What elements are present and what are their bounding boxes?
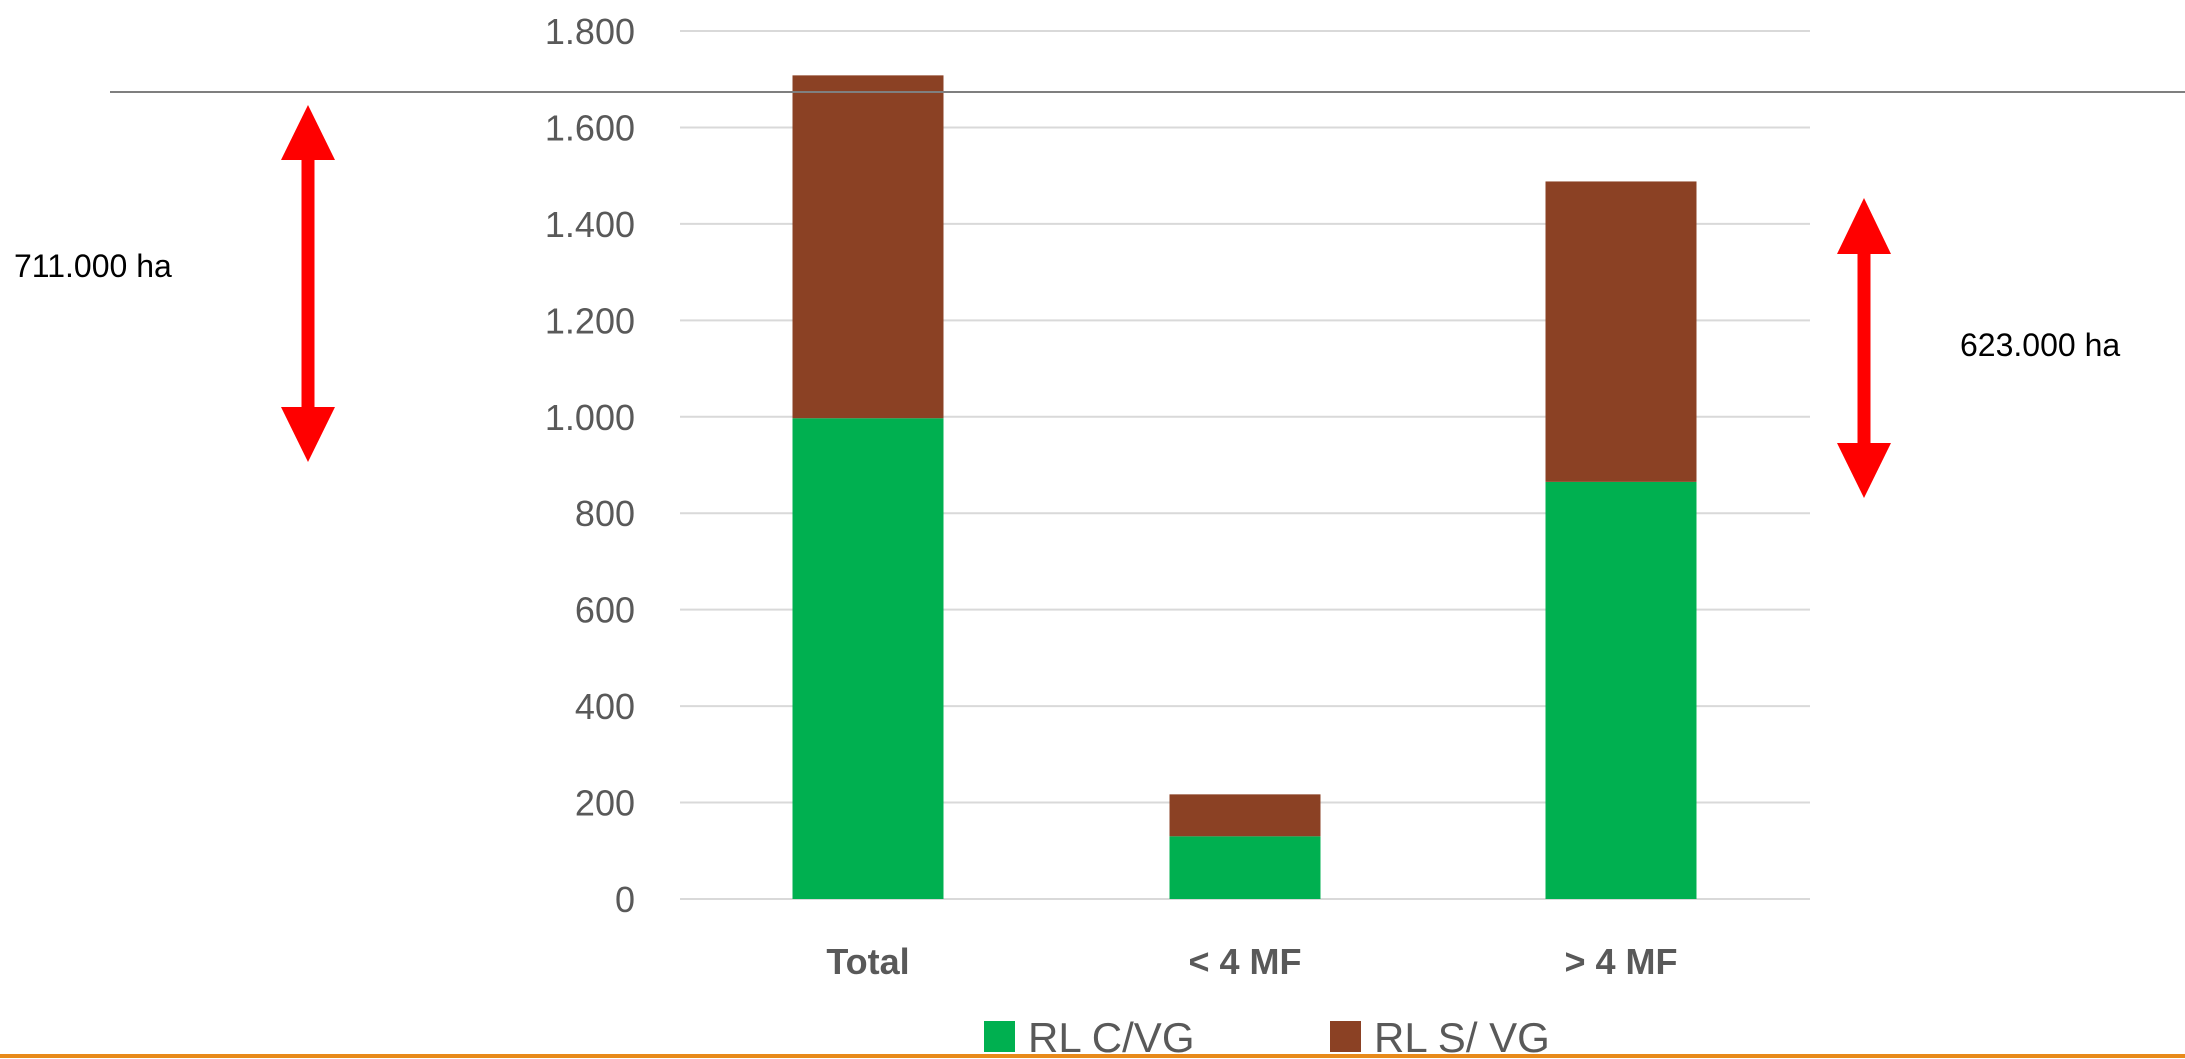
x-category-label: < 4 MF — [1188, 941, 1301, 982]
annotation-right: 623.000 ha — [1837, 198, 2120, 498]
legend-label-rl-svg: RL S/ VG — [1374, 1014, 1550, 1059]
x-axis-category-labels: Total < 4 MF > 4 MF — [826, 941, 1677, 982]
double-arrow-right-head-down — [1837, 443, 1891, 498]
y-tick-label: 1.400 — [545, 204, 635, 245]
x-category-label: > 4 MF — [1564, 941, 1677, 982]
y-tick-label: 1.200 — [545, 300, 635, 341]
y-tick-label: 1.000 — [545, 397, 635, 438]
bar-segment-rl-cvg — [1545, 481, 1697, 899]
legend-swatch-rl-cvg — [984, 1021, 1015, 1052]
y-tick-label: 1.600 — [545, 107, 635, 148]
annotation-left: 711.000 ha — [14, 105, 335, 462]
legend: RL C/VG RL S/ VG — [984, 1014, 1550, 1059]
double-arrow-right-head-up — [1837, 198, 1891, 254]
bar-segment-rl-svg — [1545, 181, 1697, 482]
x-category-label: Total — [826, 941, 909, 982]
bar-segment-rl-svg — [792, 75, 944, 419]
y-tick-label: 0 — [615, 879, 635, 920]
bar-segment-rl-cvg — [1169, 836, 1321, 899]
bar-segment-rl-svg — [1169, 794, 1321, 837]
y-tick-label: 400 — [575, 686, 635, 727]
bar-segment-rl-cvg — [792, 418, 944, 899]
y-tick-label: 600 — [575, 590, 635, 631]
y-axis-tick-labels: 0 200 400 600 800 1.000 1.200 1.400 1.600 1.800 — [545, 11, 635, 920]
y-tick-label: 800 — [575, 493, 635, 534]
bars — [792, 75, 1697, 899]
y-tick-label: 1.800 — [545, 11, 635, 52]
annotation-label-gt4mf: 623.000 ha — [1960, 327, 2120, 363]
annotation-label-total: 711.000 ha — [14, 248, 172, 284]
y-tick-label: 200 — [575, 783, 635, 824]
double-arrow-left-head-down — [281, 407, 335, 462]
legend-label-rl-cvg: RL C/VG — [1028, 1014, 1194, 1059]
double-arrow-left-head-up — [281, 105, 335, 160]
legend-swatch-rl-svg — [1330, 1021, 1361, 1052]
